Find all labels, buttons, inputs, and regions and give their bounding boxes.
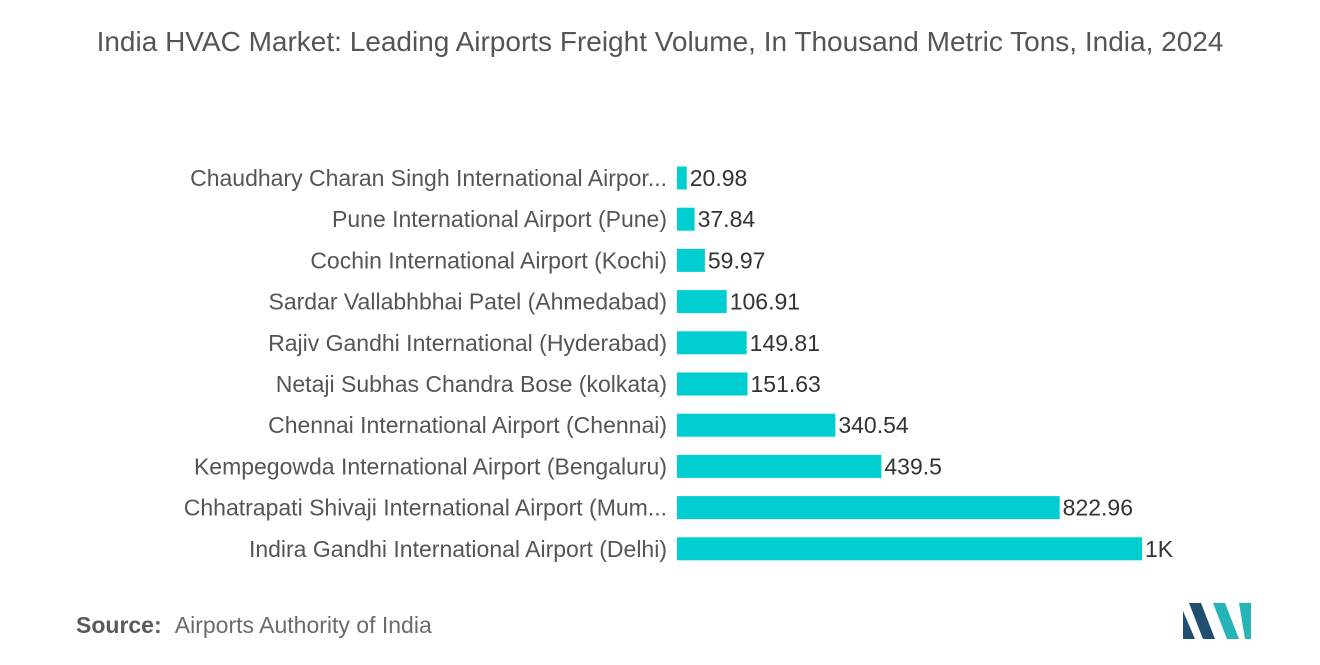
category-label: Indira Gandhi International Airport (Del… bbox=[249, 536, 667, 562]
category-labels: Chaudhary Charan Singh International Air… bbox=[184, 165, 667, 562]
bar bbox=[677, 207, 695, 231]
value-label: 439.5 bbox=[884, 453, 942, 479]
value-labels: 20.98 37.84 59.97 106.91 149.81 151.63 340.54 4… bbox=[690, 165, 1174, 562]
category-label: Cochin International Airport (Kochi) bbox=[310, 247, 667, 273]
value-label: 151.63 bbox=[751, 371, 821, 397]
category-label: Chhatrapati Shivaji International Airpor… bbox=[184, 495, 667, 521]
value-label: 37.84 bbox=[698, 206, 756, 232]
bar bbox=[677, 454, 882, 478]
value-label: 59.97 bbox=[708, 247, 766, 273]
value-label: 106.91 bbox=[730, 289, 800, 315]
source-label: Source: bbox=[76, 612, 162, 638]
value-label: 822.96 bbox=[1063, 495, 1133, 521]
mordor-intelligence-logo-icon bbox=[1183, 603, 1251, 639]
category-label: Pune International Airport (Pune) bbox=[332, 206, 667, 232]
source-text: Airports Authority of India bbox=[174, 612, 432, 638]
value-label: 149.81 bbox=[750, 330, 820, 356]
category-label: Chennai International Airport (Chennai) bbox=[268, 412, 667, 438]
chart-title: India HVAC Market: Leading Airports Frei… bbox=[96, 26, 1224, 57]
bar bbox=[677, 372, 748, 396]
category-label: Sardar Vallabhbhai Patel (Ahmedabad) bbox=[269, 289, 668, 315]
bar bbox=[677, 496, 1060, 520]
value-label: 340.54 bbox=[838, 412, 909, 438]
category-label: Netaji Subhas Chandra Bose (kolkata) bbox=[276, 371, 667, 397]
value-label: 20.98 bbox=[690, 165, 748, 191]
bar bbox=[677, 248, 705, 272]
category-label: Chaudhary Charan Singh International Air… bbox=[190, 165, 667, 191]
bar bbox=[677, 290, 727, 314]
category-label: Kempegowda International Airport (Bengal… bbox=[194, 453, 667, 479]
bars bbox=[677, 166, 1142, 561]
bar bbox=[677, 166, 687, 190]
bar bbox=[677, 537, 1142, 561]
bar-chart: Chaudhary Charan Singh International Air… bbox=[184, 165, 1174, 562]
source-line: Source: Airports Authority of India bbox=[76, 612, 432, 639]
category-label: Rajiv Gandhi International (Hyderabad) bbox=[268, 330, 667, 356]
bar bbox=[677, 413, 836, 437]
bar bbox=[677, 331, 747, 355]
value-label: 1K bbox=[1145, 536, 1174, 562]
